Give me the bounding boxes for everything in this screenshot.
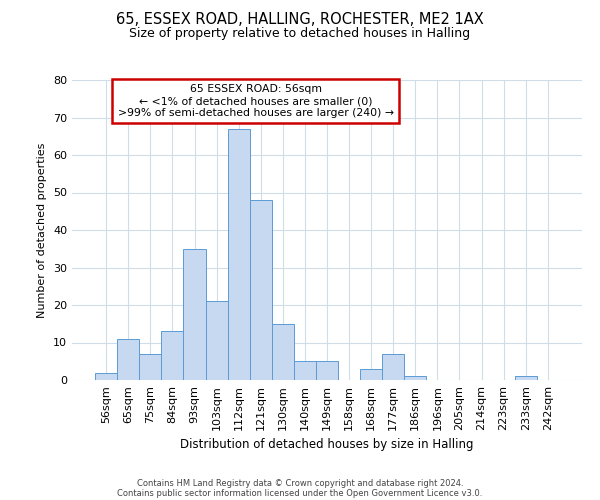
Y-axis label: Number of detached properties: Number of detached properties [37,142,47,318]
Bar [515,376,537,380]
Bar [227,128,250,380]
Bar [294,361,316,380]
Bar [382,354,404,380]
Bar [206,301,227,380]
Bar [117,339,139,380]
Text: Contains public sector information licensed under the Open Government Licence v3: Contains public sector information licen… [118,488,482,498]
Bar [95,372,117,380]
Text: 65 ESSEX ROAD: 56sqm
← <1% of detached houses are smaller (0)
>99% of semi-detac: 65 ESSEX ROAD: 56sqm ← <1% of detached h… [118,84,394,117]
Bar [161,331,184,380]
X-axis label: Distribution of detached houses by size in Halling: Distribution of detached houses by size … [180,438,474,452]
Text: 65, ESSEX ROAD, HALLING, ROCHESTER, ME2 1AX: 65, ESSEX ROAD, HALLING, ROCHESTER, ME2 … [116,12,484,28]
Bar [139,354,161,380]
Bar [404,376,427,380]
Bar [360,369,382,380]
Text: Size of property relative to detached houses in Halling: Size of property relative to detached ho… [130,28,470,40]
Text: Contains HM Land Registry data © Crown copyright and database right 2024.: Contains HM Land Registry data © Crown c… [137,478,463,488]
Bar [316,361,338,380]
Bar [272,324,294,380]
Bar [184,248,206,380]
Bar [250,200,272,380]
